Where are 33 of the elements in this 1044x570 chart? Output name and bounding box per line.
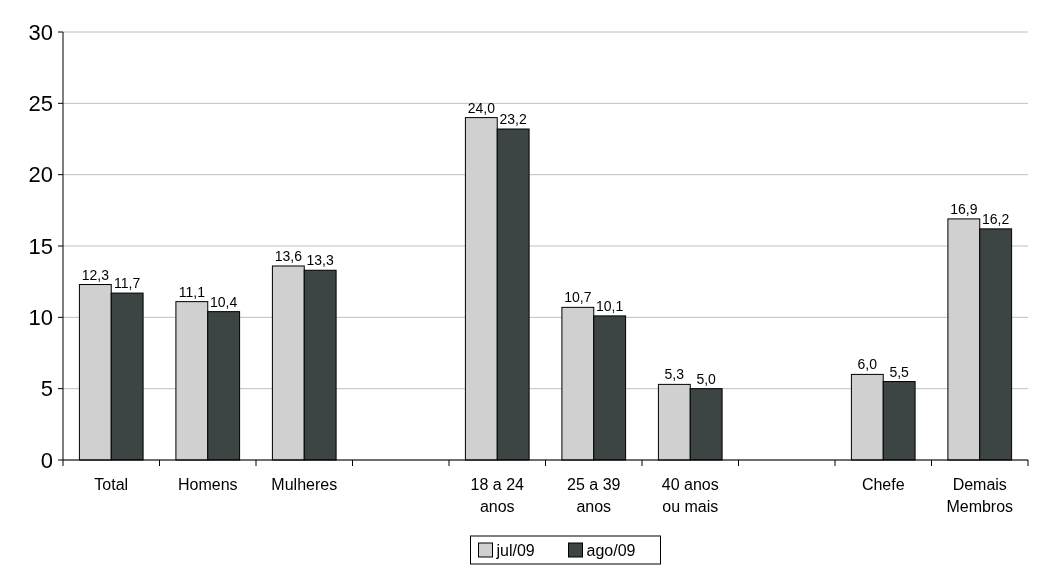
x-tick-label: 18 a 24 anos [470, 476, 525, 515]
y-tick-label: 5 [40, 376, 53, 402]
data-label: 24,0 [467, 99, 496, 116]
x-tick-label: Homens [177, 476, 238, 493]
data-label: 5,5 [889, 363, 910, 380]
data-label: 13,6 [274, 247, 303, 264]
data-label: 13,3 [306, 252, 335, 269]
data-label: 11,1 [178, 283, 206, 300]
x-tick-label: Total [94, 476, 129, 493]
data-label: 5,0 [696, 370, 717, 387]
data-label: 5,3 [664, 366, 685, 383]
data-label: 12,3 [81, 266, 110, 283]
y-tick-label: 20 [28, 162, 53, 188]
data-label: 16,2 [982, 210, 1010, 227]
y-tick-label: 15 [28, 233, 53, 259]
data-label: 10,7 [564, 289, 592, 306]
x-tick-label: 25 a 39 anos [567, 476, 621, 515]
legend-label: jul/09 [495, 541, 535, 559]
y-tick-label: 25 [28, 91, 53, 117]
y-tick-label: 30 [28, 19, 53, 45]
data-label: 23,2 [499, 111, 528, 128]
x-tick-label: Chefe [861, 476, 905, 493]
data-label: 6,0 [857, 356, 878, 373]
x-tick-label: Demais Membros [946, 476, 1014, 515]
y-tick-label: 0 [40, 447, 53, 473]
x-tick-label: 40 anos ou mais [661, 476, 719, 515]
data-label: 10,1 [596, 297, 624, 314]
legend-label: ago/09 [586, 541, 636, 559]
data-label: 10,4 [210, 293, 238, 310]
data-label: 16,9 [950, 200, 978, 217]
data-label: 11,7 [114, 275, 141, 292]
x-tick-label: Mulheres [271, 476, 338, 493]
y-tick-label: 10 [28, 305, 53, 331]
